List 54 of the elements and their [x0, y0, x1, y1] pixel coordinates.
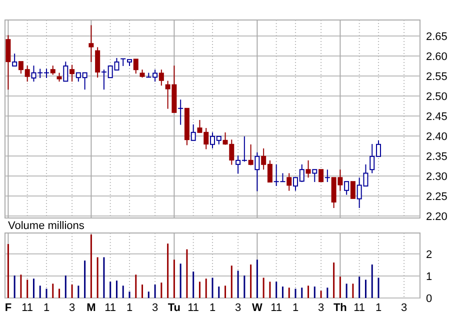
x-tick-label: 1	[209, 302, 216, 314]
candlestick	[88, 24, 94, 62]
y-tick-label: 2	[426, 248, 432, 261]
x-tick-label: 3	[318, 302, 324, 314]
x-tick-label: 1	[126, 302, 133, 314]
x-tick-label: 11	[22, 302, 34, 314]
x-tick-label: F	[4, 302, 12, 314]
y-tick-label: 0	[426, 292, 432, 305]
candlestick	[350, 181, 356, 200]
candlestick	[254, 152, 260, 192]
candlestick	[133, 58, 138, 74]
candlestick	[6, 34, 11, 90]
x-tick-label: 1	[292, 302, 299, 314]
x-tick-label: Tu	[168, 302, 181, 314]
y-tick-label: 2.35	[426, 150, 448, 163]
x-tick-label: 1	[375, 302, 382, 314]
candlestick	[178, 99, 184, 126]
y-tick-label: 2.50	[426, 90, 448, 103]
candlestick	[70, 64, 75, 82]
x-tick-label: W	[252, 302, 263, 314]
x-tick-label: 3	[400, 302, 408, 314]
candlestick	[306, 160, 311, 178]
candlestick	[286, 172, 292, 192]
chart-title: Volume millions	[8, 220, 85, 232]
x-tick-label: 11	[270, 302, 282, 314]
x-tick-label: 11	[104, 302, 116, 314]
candlestick	[324, 169, 330, 182]
x-tick-label: M	[86, 302, 96, 314]
x-tick-label: 1	[43, 302, 50, 314]
candlestick	[50, 65, 56, 76]
x-tick-label: 3	[68, 302, 76, 314]
candlestick	[344, 181, 350, 196]
x-tick-label: 11	[188, 302, 200, 314]
candlestick	[318, 169, 324, 182]
y-tick-label: 2.45	[426, 110, 448, 123]
x-tick-label: 3	[234, 302, 242, 314]
x-tick-label: 3	[152, 302, 158, 314]
x-tick-label: 11	[354, 302, 366, 314]
y-tick-label: 1	[426, 270, 432, 283]
candlestick	[158, 69, 164, 86]
candlestick	[12, 53, 18, 66]
candlestick	[248, 144, 254, 166]
y-tick-label: 2.25	[426, 190, 448, 203]
candlestick	[190, 124, 196, 141]
y-tick-label: 2.55	[426, 70, 448, 83]
x-tick-label: Th	[333, 302, 348, 314]
y-tick-label: 2.60	[426, 50, 448, 63]
y-tick-label: 2.30	[426, 170, 448, 183]
y-tick-label: 2.20	[426, 210, 448, 223]
y-tick-label: 2.65	[426, 30, 448, 43]
candlestick	[63, 61, 68, 82]
candlestick	[95, 46, 100, 78]
candlestick	[312, 169, 318, 182]
y-tick-label: 2.40	[426, 130, 448, 143]
